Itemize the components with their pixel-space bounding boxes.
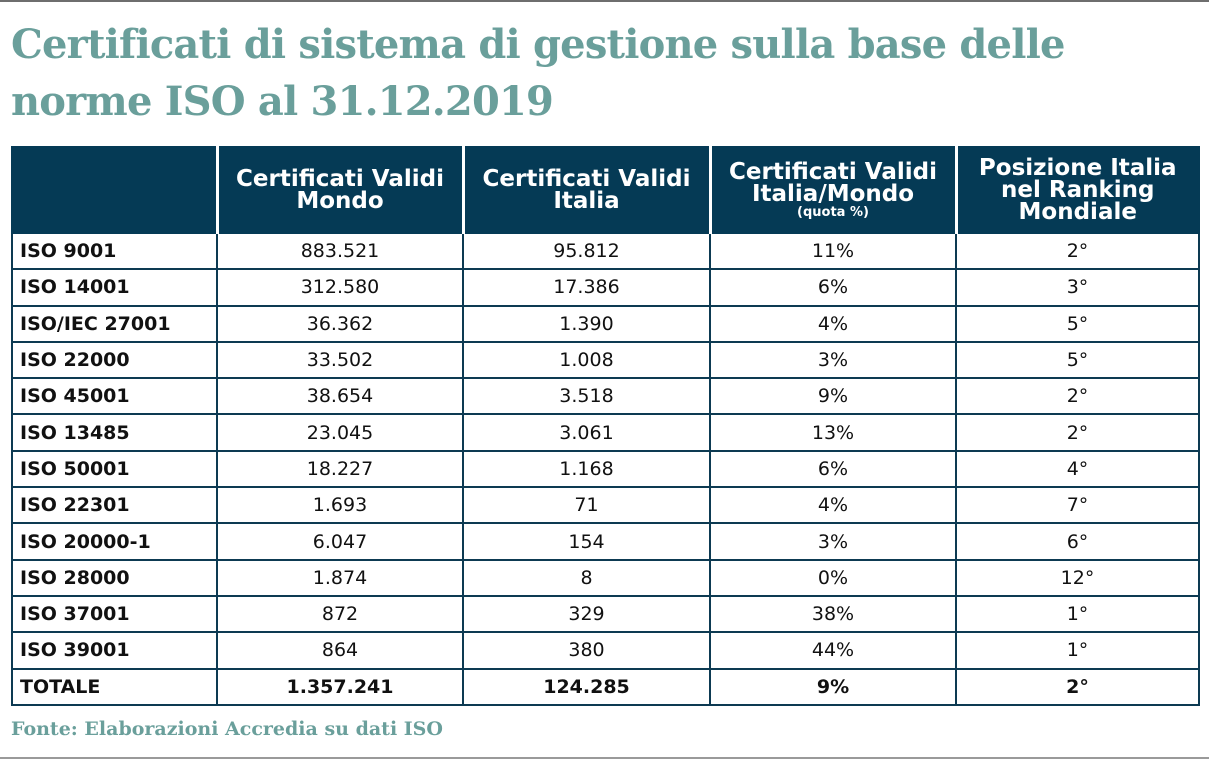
quota-cell: 0% (709, 558, 957, 597)
norm-cell: ISO 20000-1 (11, 522, 218, 561)
italia-cell: 3.061 (462, 413, 711, 452)
norm-cell: ISO 45001 (11, 377, 218, 416)
table-row: ISO 37001 872 329 38% 1° (11, 594, 1200, 634)
source-note: Fonte: Elaborazioni Accredia su dati ISO (11, 718, 443, 740)
header-certificati-mondo: Certificati Validi Mondo (215, 146, 465, 234)
italia-cell: 17.386 (462, 268, 711, 307)
quota-cell: 6% (709, 268, 957, 307)
mondo-cell: 6.047 (216, 522, 464, 561)
mondo-cell: 1.693 (216, 486, 464, 525)
norm-cell: ISO 22000 (11, 340, 218, 380)
total-row: TOTALE 1.357.241 124.285 9% 2° (11, 667, 1200, 707)
top-rule (0, 0, 1209, 2)
table-row: ISO 28000 1.874 8 0% 12° (11, 558, 1200, 597)
table-row: ISO/IEC 27001 36.362 1.390 4% 5° (11, 304, 1200, 343)
italia-cell: 8 (462, 558, 711, 597)
header-norm (11, 146, 219, 234)
table-row: ISO 22000 33.502 1.008 3% 5° (11, 340, 1200, 380)
italia-cell: 329 (462, 594, 711, 634)
table-row: ISO 50001 18.227 1.168 6% 4° (11, 449, 1200, 489)
norm-cell: ISO 13485 (11, 413, 218, 452)
table-row: ISO 14001 312.580 17.386 6% 3° (11, 268, 1200, 307)
header-posizione-ranking: Posizione Italia nel Ranking Mondiale (954, 146, 1200, 234)
norm-cell: ISO 50001 (11, 449, 218, 489)
quota-cell: 11% (709, 231, 957, 271)
italia-cell: 154 (462, 522, 711, 561)
norm-cell: ISO 9001 (11, 231, 218, 271)
posizione-cell: 2° (955, 231, 1200, 271)
norm-cell: ISO 22301 (11, 486, 218, 525)
table-body: ISO 9001 883.521 95.812 11% 2° ISO 14001… (11, 231, 1200, 707)
norm-cell: ISO 37001 (11, 594, 218, 634)
posizione-cell: 1° (955, 594, 1200, 634)
italia-cell: 1.168 (462, 449, 711, 489)
italia-cell: 71 (462, 486, 711, 525)
mondo-cell: 38.654 (216, 377, 464, 416)
quota-cell: 44% (709, 631, 957, 670)
total-posizione: 2° (955, 667, 1200, 707)
norm-cell: ISO/IEC 27001 (11, 304, 218, 343)
table-row: ISO 39001 864 380 44% 1° (11, 631, 1200, 670)
table-row: ISO 20000-1 6.047 154 3% 6° (11, 522, 1200, 561)
quota-cell: 3% (709, 522, 957, 561)
posizione-cell: 3° (955, 268, 1200, 307)
mondo-cell: 872 (216, 594, 464, 634)
posizione-cell: 12° (955, 558, 1200, 597)
table-row: ISO 13485 23.045 3.061 13% 2° (11, 413, 1200, 452)
header-certificati-italia: Certificati Validi Italia (461, 146, 712, 234)
table-row: ISO 22301 1.693 71 4% 7° (11, 486, 1200, 525)
italia-cell: 95.812 (462, 231, 711, 271)
posizione-cell: 2° (955, 377, 1200, 416)
posizione-cell: 1° (955, 631, 1200, 670)
mondo-cell: 36.362 (216, 304, 464, 343)
header-quota: Certificati Validi Italia/Mondo (quota %… (708, 146, 958, 234)
posizione-cell: 7° (955, 486, 1200, 525)
posizione-cell: 5° (955, 304, 1200, 343)
table-row: ISO 45001 38.654 3.518 9% 2° (11, 377, 1200, 416)
italia-cell: 3.518 (462, 377, 711, 416)
table-header: Certificati Validi Mondo Certificati Val… (11, 146, 1200, 234)
italia-cell: 1.390 (462, 304, 711, 343)
quota-cell: 6% (709, 449, 957, 489)
italia-cell: 380 (462, 631, 711, 670)
mondo-cell: 18.227 (216, 449, 464, 489)
mondo-cell: 23.045 (216, 413, 464, 452)
italia-cell: 1.008 (462, 340, 711, 380)
mondo-cell: 883.521 (216, 231, 464, 271)
bottom-rule (0, 757, 1209, 759)
quota-cell: 3% (709, 340, 957, 380)
mondo-cell: 33.502 (216, 340, 464, 380)
posizione-cell: 5° (955, 340, 1200, 380)
certificates-table: Certificati Validi Mondo Certificati Val… (11, 146, 1200, 707)
quota-cell: 4% (709, 486, 957, 525)
mondo-cell: 312.580 (216, 268, 464, 307)
total-italia: 124.285 (462, 667, 711, 707)
total-label: TOTALE (11, 667, 218, 707)
norm-cell: ISO 39001 (11, 631, 218, 670)
page-title: Certificati di sistema di gestione sulla… (11, 21, 1065, 125)
table-row: ISO 9001 883.521 95.812 11% 2° (11, 231, 1200, 271)
total-quota: 9% (709, 667, 957, 707)
posizione-cell: 4° (955, 449, 1200, 489)
posizione-cell: 6° (955, 522, 1200, 561)
quota-cell: 13% (709, 413, 957, 452)
quota-cell: 4% (709, 304, 957, 343)
posizione-cell: 2° (955, 413, 1200, 452)
mondo-cell: 864 (216, 631, 464, 670)
norm-cell: ISO 14001 (11, 268, 218, 307)
quota-cell: 9% (709, 377, 957, 416)
norm-cell: ISO 28000 (11, 558, 218, 597)
quota-cell: 38% (709, 594, 957, 634)
mondo-cell: 1.874 (216, 558, 464, 597)
header-row: Certificati Validi Mondo Certificati Val… (11, 146, 1200, 234)
total-mondo: 1.357.241 (216, 667, 464, 707)
